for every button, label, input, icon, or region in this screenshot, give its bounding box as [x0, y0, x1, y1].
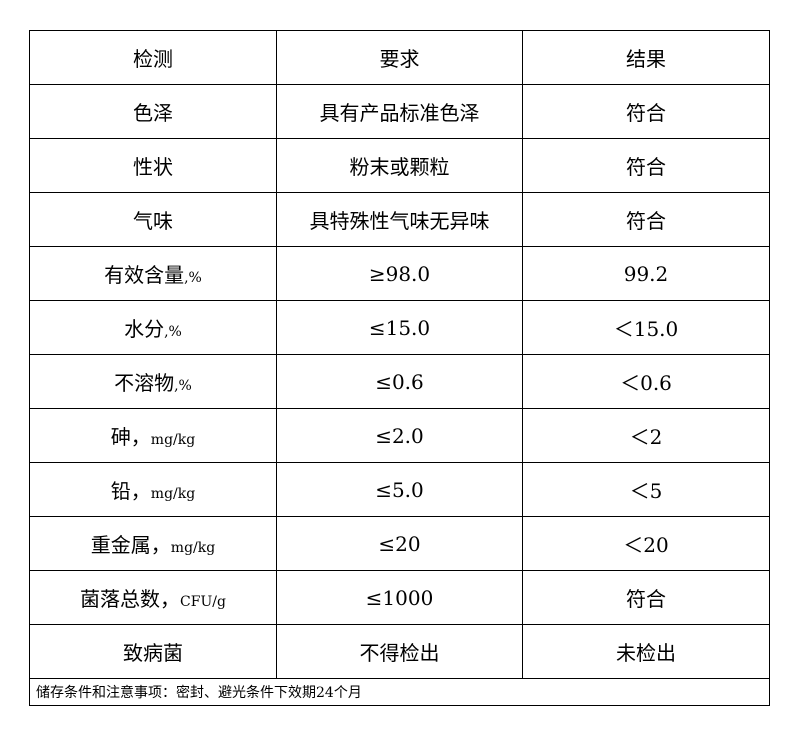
item-unit: mg/kg — [170, 540, 216, 556]
test-item: 不溶物,% — [29, 354, 277, 409]
table-row: 有效含量,% ≥98.0 99.2 — [29, 246, 770, 301]
result-cell: ＜2 — [522, 408, 770, 463]
result-cell: 99.2 — [522, 246, 770, 301]
test-item: 铅，mg/kg — [29, 462, 277, 517]
test-item: 性状 — [29, 138, 277, 193]
test-item: 重金属，mg/kg — [29, 516, 277, 571]
item-name: 铅， — [110, 479, 151, 503]
item-name: 菌落总数， — [80, 587, 181, 611]
table-row: 气味 具特殊性气味无异味 符合 — [29, 192, 770, 247]
table-row: 重金属，mg/kg ≤20 ＜20 — [29, 516, 770, 571]
requirement-cell: ≤0.6 — [276, 354, 523, 409]
result-cell: 符合 — [522, 84, 770, 139]
result-cell: ＜0.6 — [522, 354, 770, 409]
item-name: 色泽 — [133, 101, 173, 125]
header-test: 检测 — [29, 30, 277, 85]
item-name: 不溶物 — [114, 371, 175, 395]
header-requirement: 要求 — [276, 30, 523, 85]
requirement-cell: 不得检出 — [276, 624, 523, 679]
test-item: 致病菌 — [29, 624, 277, 679]
item-unit: mg/kg — [150, 432, 196, 448]
table-row: 水分,% ≤15.0 ＜15.0 — [29, 300, 770, 355]
test-item: 菌落总数，CFU/g — [29, 570, 277, 625]
table-row: 铅，mg/kg ≤5.0 ＜5 — [29, 462, 770, 517]
test-item: 砷，mg/kg — [29, 408, 277, 463]
item-unit: ,% — [164, 324, 182, 340]
item-name: 气味 — [133, 209, 173, 233]
test-item: 气味 — [29, 192, 277, 247]
test-item: 色泽 — [29, 84, 277, 139]
item-name: 砷， — [110, 425, 151, 449]
item-name: 水分 — [124, 317, 165, 341]
requirement-cell: ≥98.0 — [276, 246, 523, 301]
inspection-table: 检测 要求 结果 色泽 具有产品标准色泽 符合 性状 粉末或颗粒 符合 气味 具特殊性气味无异… — [29, 30, 770, 706]
item-name: 有效含量 — [104, 263, 185, 287]
table-row: 菌落总数，CFU/g ≤1000 符合 — [29, 570, 770, 625]
requirement-cell: 具特殊性气味无异味 — [276, 192, 523, 247]
test-item: 水分,% — [29, 300, 277, 355]
result-cell: ＜20 — [522, 516, 770, 571]
header-result: 结果 — [522, 30, 770, 85]
storage-note: 储存条件和注意事项：密封、避光条件下效期24个月 — [29, 678, 770, 706]
item-unit: mg/kg — [150, 486, 196, 502]
result-cell: ＜15.0 — [522, 300, 770, 355]
test-item: 有效含量,% — [29, 246, 277, 301]
table-row: 性状 粉末或颗粒 符合 — [29, 138, 770, 193]
result-cell: 符合 — [522, 192, 770, 247]
table-row: 不溶物,% ≤0.6 ＜0.6 — [29, 354, 770, 409]
item-unit: ,% — [174, 378, 192, 394]
item-name: 性状 — [133, 155, 173, 179]
result-cell: 符合 — [522, 570, 770, 625]
requirement-cell: ≤1000 — [276, 570, 523, 625]
result-cell: 符合 — [522, 138, 770, 193]
note-row: 储存条件和注意事项：密封、避光条件下效期24个月 — [29, 678, 770, 706]
result-cell: ＜5 — [522, 462, 770, 517]
requirement-cell: ≤5.0 — [276, 462, 523, 517]
requirement-cell: ≤15.0 — [276, 300, 523, 355]
item-unit: ,% — [184, 270, 202, 286]
table-row: 色泽 具有产品标准色泽 符合 — [29, 84, 770, 139]
requirement-cell: ≤2.0 — [276, 408, 523, 463]
header-row: 检测 要求 结果 — [29, 30, 770, 85]
table-row: 砷，mg/kg ≤2.0 ＜2 — [29, 408, 770, 463]
requirement-cell: ≤20 — [276, 516, 523, 571]
table-row: 致病菌 不得检出 未检出 — [29, 624, 770, 679]
requirement-cell: 粉末或颗粒 — [276, 138, 523, 193]
item-name: 致病菌 — [123, 641, 183, 665]
item-unit: CFU/g — [180, 594, 226, 610]
result-cell: 未检出 — [522, 624, 770, 679]
requirement-cell: 具有产品标准色泽 — [276, 84, 523, 139]
item-name: 重金属， — [90, 533, 171, 557]
